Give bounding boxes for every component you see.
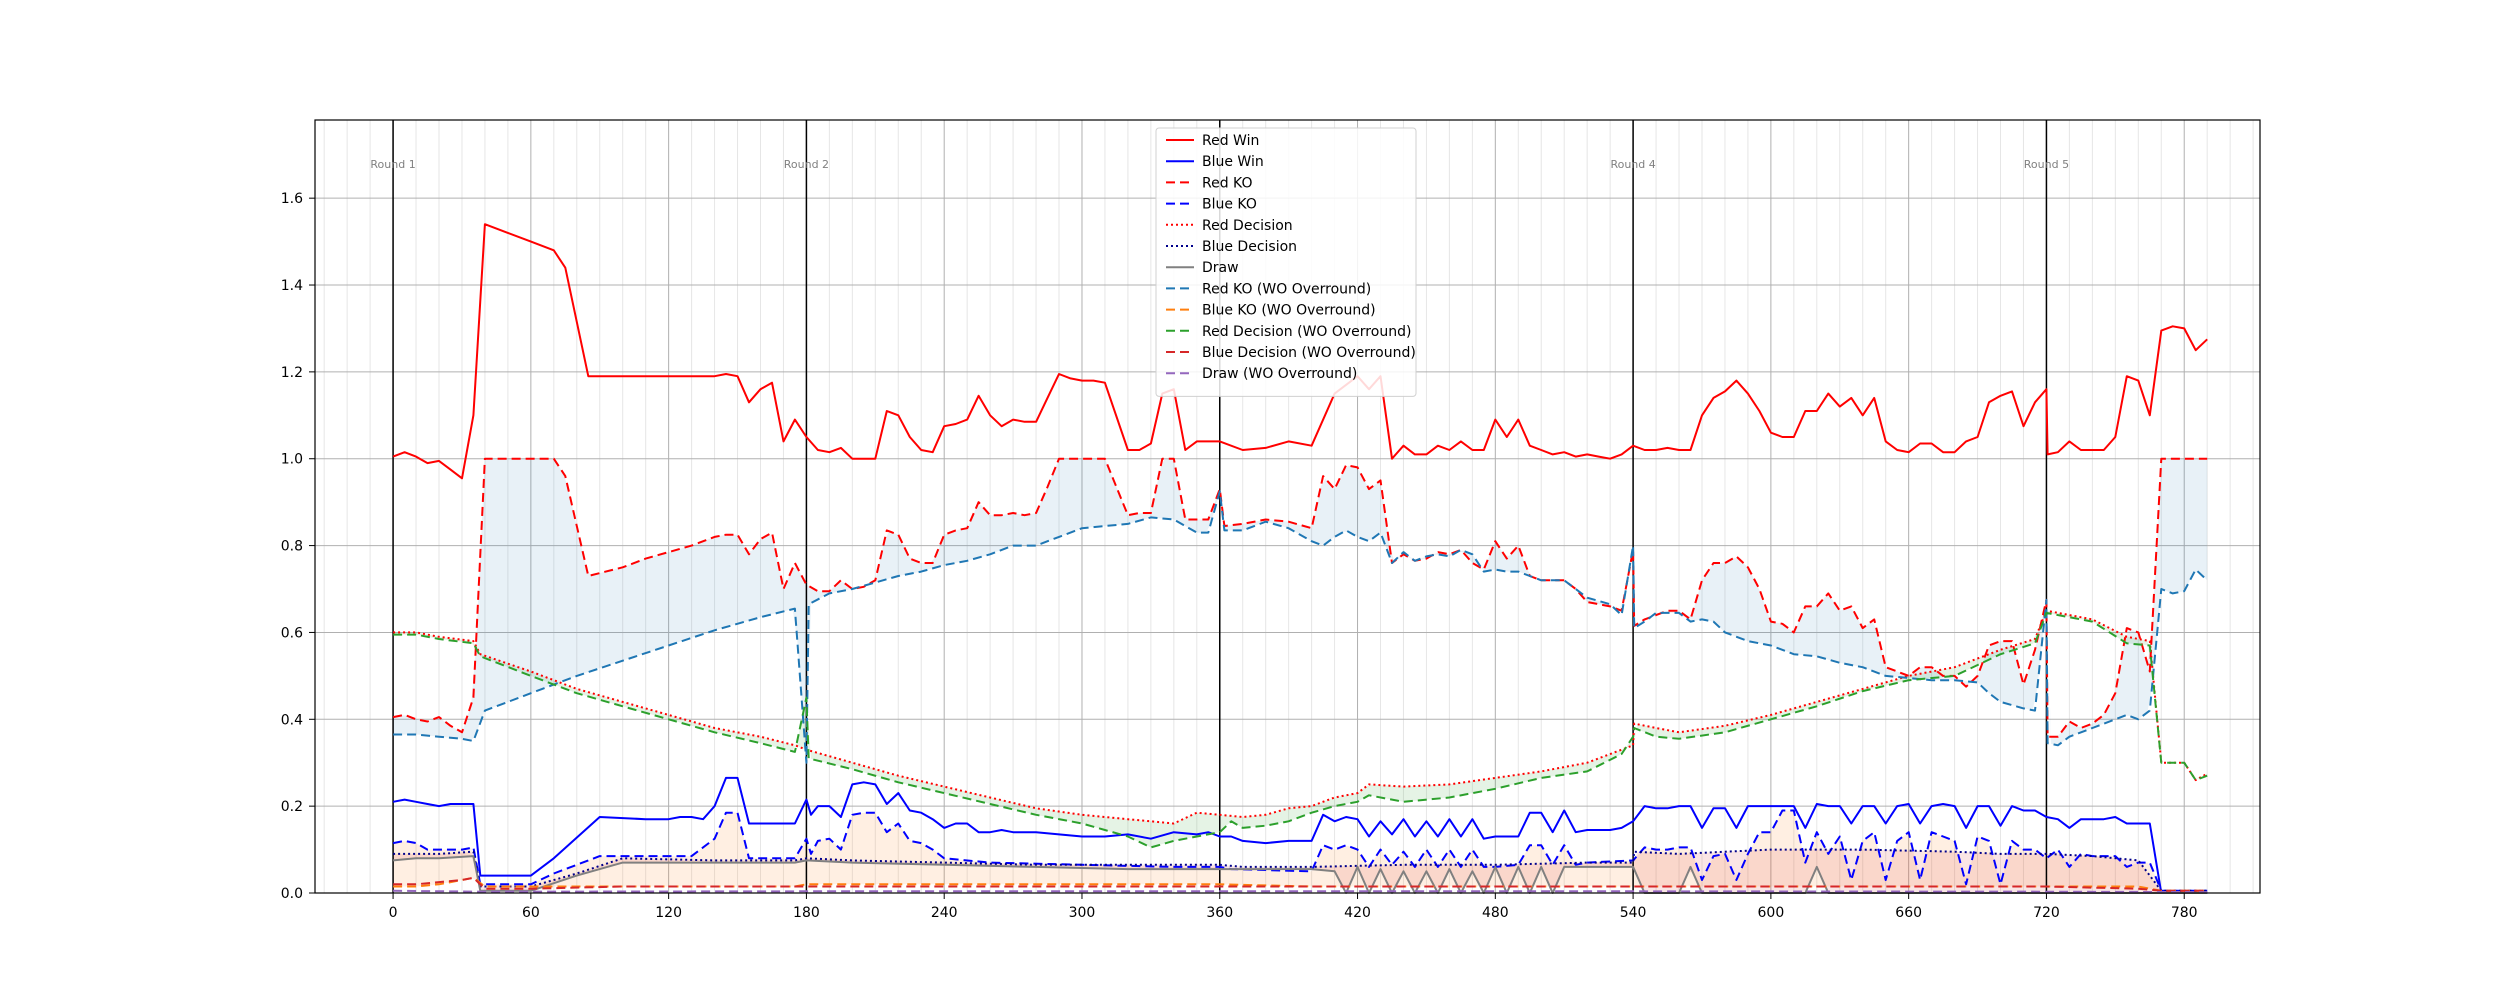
legend-label-blue-ko-wo-overround: Blue KO (WO Overround) bbox=[1202, 303, 1376, 319]
legend-label-red-decision: Red Decision bbox=[1202, 218, 1293, 234]
x-tick-label: 720 bbox=[2033, 905, 2060, 921]
legend-label-draw: Draw bbox=[1202, 260, 1239, 276]
series-line-red-ko bbox=[392, 457, 2208, 738]
legend-label-red-ko: Red KO bbox=[1202, 175, 1252, 191]
y-tick-label: 1.6 bbox=[281, 191, 303, 207]
series-line-draw-wo-overround bbox=[393, 889, 2208, 894]
x-tick-label: 120 bbox=[655, 905, 682, 921]
series-lines bbox=[392, 223, 2208, 894]
fill-red-ko bbox=[393, 458, 2208, 763]
legend-label-red-ko-wo-overround: Red KO (WO Overround) bbox=[1202, 281, 1371, 297]
x-tick-label: 240 bbox=[931, 905, 958, 921]
round-label: Round 5 bbox=[2024, 158, 2069, 171]
legend: Red Win Blue Win Red KO Blue KO Red Decision… bbox=[1155, 127, 1417, 397]
x-tick-label: 660 bbox=[1895, 905, 1922, 921]
legend-label-red-decision-wo-overround: Red Decision (WO Overround) bbox=[1202, 324, 1411, 340]
x-tick-label: 60 bbox=[522, 905, 540, 921]
legend-label-blue-win: Blue Win bbox=[1202, 154, 1264, 170]
y-tick-label: 0.8 bbox=[281, 539, 303, 555]
y-tick-label: 0.6 bbox=[281, 625, 303, 641]
legend-label-red-win: Red Win bbox=[1202, 133, 1259, 149]
x-axis: 0 60 120 180 240 300 360 420 480 540 600 660 720 780 bbox=[389, 893, 2198, 921]
legend-label-blue-ko: Blue KO bbox=[1202, 197, 1257, 213]
y-tick-label: 0.4 bbox=[281, 712, 303, 728]
fill-blue-ko bbox=[393, 810, 2208, 891]
x-tick-label: 360 bbox=[1206, 905, 1233, 921]
x-tick-label: 780 bbox=[2171, 905, 2198, 921]
y-tick-label: 1.4 bbox=[281, 278, 303, 294]
x-tick-label: 300 bbox=[1069, 905, 1096, 921]
legend-box bbox=[1155, 127, 1417, 397]
x-tick-label: 600 bbox=[1758, 905, 1785, 921]
y-tick-label: 1.2 bbox=[281, 365, 303, 381]
x-tick-label: 480 bbox=[1482, 905, 1509, 921]
y-tick-label: 0.0 bbox=[281, 886, 303, 902]
x-tick-label: 180 bbox=[793, 905, 820, 921]
x-tick-label: 420 bbox=[1344, 905, 1371, 921]
round-label: Round 4 bbox=[1610, 158, 1655, 171]
series-line-red-decision-wo-overround bbox=[393, 611, 2208, 849]
minor-grid bbox=[323, 120, 2254, 893]
round-label: Round 2 bbox=[784, 158, 829, 171]
round-label: Round 1 bbox=[370, 158, 415, 171]
x-tick-label: 0 bbox=[389, 905, 398, 921]
legend-label-draw-wo-overround: Draw (WO Overround) bbox=[1202, 366, 1357, 382]
y-tick-label: 0.2 bbox=[281, 799, 303, 815]
legend-label-blue-decision-wo-overround: Blue Decision (WO Overround) bbox=[1202, 345, 1416, 361]
plot-frame bbox=[314, 119, 2261, 894]
y-axis: 0.0 0.2 0.4 0.6 0.8 1.0 1.2 1.4 1.6 bbox=[281, 191, 315, 902]
series-line-blue-decision bbox=[393, 848, 2208, 892]
y-tick-label: 1.0 bbox=[281, 452, 303, 468]
series-line-red-win bbox=[392, 223, 2208, 480]
series-line-blue-decision-wo-overround bbox=[393, 876, 2208, 892]
x-tick-label: 540 bbox=[1620, 905, 1647, 921]
series-line-blue-win bbox=[392, 776, 2208, 894]
legend-label-blue-decision: Blue Decision bbox=[1202, 239, 1297, 255]
round-labels: Round 1 Round 2 Round 4 Round 5 bbox=[370, 158, 2069, 171]
